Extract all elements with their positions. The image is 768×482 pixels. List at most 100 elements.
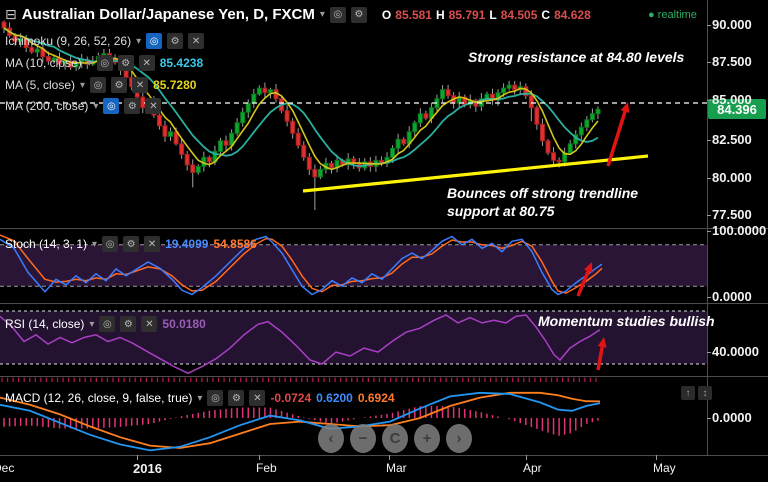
- axis-price-label: 0.0000: [712, 410, 752, 425]
- close-icon[interactable]: ✕: [138, 55, 155, 71]
- eye-icon[interactable]: ◎: [96, 55, 113, 71]
- legend-row-ma5: MA (5, close) ▾ ◎ ⚙ ✕ 85.7280: [5, 77, 196, 93]
- axis-price-label: 87.500: [712, 54, 752, 69]
- time-tick: [137, 455, 138, 460]
- gear-icon[interactable]: ⚙: [120, 316, 137, 332]
- chevron-down-icon[interactable]: ▾: [80, 79, 86, 91]
- axis-time-label: Dec: [0, 461, 15, 475]
- time-tick: [389, 455, 390, 460]
- legend-row-ma10: MA (10, close) ▾ ◎ ⚙ ✕ 85.4238: [5, 55, 203, 71]
- chevron-down-icon[interactable]: ▾: [86, 57, 92, 69]
- stoch-k-value: 19.4099: [165, 237, 209, 251]
- stoch-header: Stoch (14, 3, 1) ▾ ◎ ⚙ ✕ 19.4099 54.8586: [5, 236, 257, 252]
- gear-icon[interactable]: ⚙: [228, 390, 245, 406]
- axis-price-label: 0.0000: [712, 289, 752, 304]
- close-icon[interactable]: ✕: [141, 316, 158, 332]
- pan-left-button[interactable]: ‹: [318, 424, 344, 453]
- legend-row-ma200: MA (200, close) ▾ ◎ ⚙ ✕: [5, 98, 162, 114]
- axis-time-label: May: [653, 461, 676, 475]
- close-icon[interactable]: ✕: [249, 390, 266, 406]
- rsi-value: 50.0180: [162, 317, 206, 331]
- main-price-chart[interactable]: [0, 0, 707, 228]
- price-axis-line[interactable]: [707, 0, 708, 455]
- high-label: H: [435, 7, 445, 22]
- axis-price-label: 85.000: [712, 92, 752, 107]
- panel-separator[interactable]: [0, 376, 768, 377]
- reset-view-button[interactable]: C: [382, 424, 408, 453]
- chevron-down-icon[interactable]: ▾: [319, 9, 325, 20]
- eye-icon[interactable]: ◎: [329, 6, 346, 23]
- open-label: O: [381, 7, 392, 22]
- time-axis-separator: [0, 455, 768, 456]
- stoch-label[interactable]: Stoch (14, 3, 1): [5, 237, 88, 251]
- gear-icon[interactable]: ⚙: [123, 236, 140, 252]
- chevron-down-icon[interactable]: ▾: [89, 318, 95, 330]
- rsi-header: RSI (14, close) ▾ ◎ ⚙ ✕ 50.0180: [5, 316, 206, 332]
- ma5-value: 85.7280: [153, 78, 197, 92]
- stoch-d-value: 54.8586: [213, 237, 257, 251]
- axis-time-label: 2016: [133, 461, 162, 476]
- macd-signal-value: 0.6924: [357, 391, 395, 405]
- zoom-in-button[interactable]: +: [414, 424, 440, 453]
- close-icon[interactable]: ✕: [144, 236, 161, 252]
- axis-price-label: 77.500: [712, 207, 752, 222]
- eye-icon[interactable]: ◎: [102, 236, 119, 252]
- time-tick: [526, 455, 527, 460]
- ichimoku-label[interactable]: Ichimoku (9, 26, 52, 26): [5, 34, 132, 48]
- axis-price-label: 100.0000: [712, 223, 767, 238]
- realtime-dot-icon: ●: [648, 9, 655, 21]
- chevron-down-icon[interactable]: ▾: [92, 238, 98, 250]
- eye-icon[interactable]: ◎: [90, 77, 107, 93]
- axis-price-label: 90.000: [712, 17, 752, 32]
- ma10-value: 85.4238: [159, 56, 204, 70]
- gear-icon[interactable]: ⚙: [167, 33, 184, 49]
- maximize-pane-button[interactable]: ↑: [681, 386, 695, 400]
- realtime-badge: ● realtime: [648, 9, 697, 21]
- macd-header: MACD (12, 26, close, 9, false, true) ▾ ◎…: [5, 390, 395, 406]
- gear-icon[interactable]: ⚙: [124, 98, 141, 114]
- annotation-momentum: Momentum studies bullish: [538, 313, 715, 329]
- chevron-down-icon[interactable]: ▾: [136, 35, 142, 47]
- open-value: 85.581: [395, 7, 432, 22]
- low-value: 84.505: [500, 7, 538, 22]
- close-icon[interactable]: ✕: [132, 77, 149, 93]
- layout-icon[interactable]: ⊟: [5, 6, 17, 22]
- close-value: 84.628: [554, 7, 591, 22]
- eye-icon[interactable]: ◎: [207, 390, 224, 406]
- ma5-label[interactable]: MA (5, close): [5, 78, 76, 92]
- time-tick: [259, 455, 260, 460]
- ma200-label[interactable]: MA (200, close): [5, 99, 89, 113]
- stochastic-panel[interactable]: [0, 228, 707, 303]
- eye-icon[interactable]: ◎: [99, 316, 116, 332]
- low-label: L: [489, 7, 497, 22]
- axis-time-label: Mar: [386, 461, 407, 475]
- pan-right-button[interactable]: ›: [446, 424, 472, 453]
- zoom-out-button[interactable]: −: [350, 424, 376, 453]
- panel-separator[interactable]: [0, 303, 768, 304]
- macd-label[interactable]: MACD (12, 26, close, 9, false, true): [5, 391, 193, 405]
- axis-tick: [707, 62, 711, 63]
- axis-tick: [707, 231, 711, 232]
- panel-separator[interactable]: [0, 228, 768, 229]
- close-icon[interactable]: ✕: [145, 98, 162, 114]
- time-tick: [656, 455, 657, 460]
- chevron-down-icon[interactable]: ▾: [197, 392, 203, 404]
- ma10-label[interactable]: MA (10, close): [5, 56, 82, 70]
- gear-icon[interactable]: ⚙: [117, 55, 134, 71]
- close-label: C: [541, 7, 551, 22]
- realtime-label: realtime: [657, 9, 697, 21]
- close-icon[interactable]: ✕: [188, 33, 205, 49]
- eye-icon[interactable]: ◎: [103, 98, 120, 114]
- chevron-down-icon[interactable]: ▾: [93, 100, 99, 112]
- symbol-title[interactable]: Australian Dollar/Japanese Yen, D, FXCM: [21, 6, 315, 23]
- resize-pane-button[interactable]: ↕: [698, 386, 712, 400]
- eye-icon[interactable]: ◎: [146, 33, 163, 49]
- gear-icon[interactable]: ⚙: [111, 77, 128, 93]
- axis-tick: [707, 100, 711, 101]
- rsi-label[interactable]: RSI (14, close): [5, 317, 85, 331]
- symbol-header: ⊟ Australian Dollar/Japanese Yen, D, FXC…: [5, 6, 591, 23]
- gear-icon[interactable]: ⚙: [350, 6, 367, 23]
- axis-time-label: Feb: [256, 461, 277, 475]
- rsi-panel[interactable]: [0, 303, 707, 376]
